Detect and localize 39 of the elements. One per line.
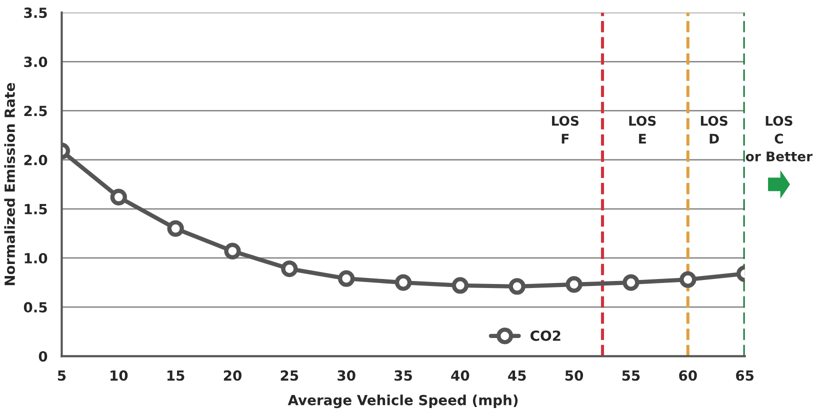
point [167, 220, 184, 237]
point [394, 274, 412, 291]
y-tick-label: 0 [38, 351, 48, 362]
y-tick-label: 2.0 [24, 154, 48, 166]
x-tick-label: 5 [58, 370, 66, 381]
y-tick-label: 2.5 [24, 106, 47, 116]
y-tick-label: 3.5 [24, 8, 47, 18]
x-tick-label: 40 [451, 370, 470, 381]
x-tick-label: 10 [110, 370, 128, 381]
x-tick-label: 25 [280, 370, 298, 381]
point [566, 276, 582, 293]
y-tick-label: 0.5 [24, 302, 47, 313]
y-tick-label: 1.5 [24, 204, 47, 214]
x-tick-label: 65 [736, 370, 754, 381]
point [281, 260, 298, 278]
legend-label: CO2 [530, 330, 560, 341]
x-tick-label: 20 [224, 370, 242, 381]
x-tick-label: 35 [394, 370, 412, 381]
point [680, 271, 696, 288]
y-tick-label: 1.0 [24, 252, 48, 264]
y-axis-title: Normalized Emission Rate [4, 83, 15, 286]
annotation: LOS D [700, 116, 728, 144]
annotation: LOS F [552, 116, 579, 144]
point [338, 270, 355, 287]
annotation: LOS E [629, 116, 656, 144]
text: LOS C or Better [746, 116, 813, 162]
point [224, 242, 241, 260]
x-axis-title: Average Vehicle Speed (mph) [288, 394, 518, 408]
y-tick-label: 3.0 [24, 56, 48, 68]
x-tick-label: 55 [622, 370, 640, 381]
point [110, 188, 127, 206]
point [622, 274, 640, 291]
point [508, 278, 526, 295]
x-tick-label: 60 [679, 370, 697, 381]
x-tick-label: 45 [508, 370, 526, 381]
x-tick-label: 50 [565, 370, 584, 381]
x-tick-label: 15 [167, 370, 184, 381]
point [452, 277, 469, 294]
x-tick-label: 30 [338, 370, 356, 381]
